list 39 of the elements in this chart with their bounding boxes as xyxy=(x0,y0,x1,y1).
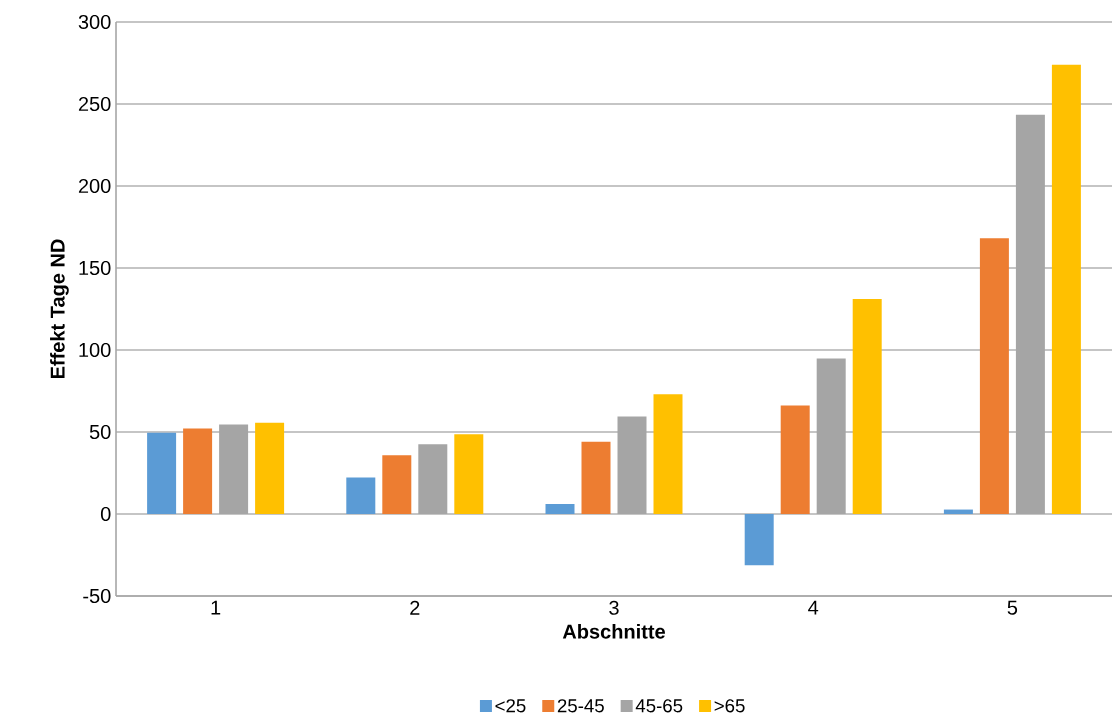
y-axis-title: Effekt Tage ND xyxy=(50,239,69,379)
bar xyxy=(744,513,774,566)
x-tick-label: 3 xyxy=(609,600,619,615)
bar xyxy=(1015,114,1045,514)
bar xyxy=(653,394,683,514)
bar xyxy=(346,477,376,514)
y-tick-label: -50 xyxy=(83,588,111,604)
bar xyxy=(979,238,1009,514)
y-tick-label: 300 xyxy=(78,14,111,30)
bar xyxy=(255,422,285,514)
legend-label: 25-45 xyxy=(557,699,604,713)
bar xyxy=(780,405,810,514)
bar xyxy=(382,455,412,514)
bar xyxy=(183,428,213,514)
x-tick-label: 1 xyxy=(211,600,221,615)
bar xyxy=(581,441,611,514)
bar xyxy=(816,358,846,514)
y-tick-label: 200 xyxy=(78,178,111,194)
bar xyxy=(943,509,973,514)
y-tick-label: 250 xyxy=(78,96,111,112)
legend-label: 45-65 xyxy=(635,699,683,713)
x-tick-label: 2 xyxy=(410,600,420,615)
x-tick-label: 4 xyxy=(808,600,819,615)
bar xyxy=(454,434,484,514)
y-tick-label: 150 xyxy=(79,260,111,276)
y-tick-label: 0 xyxy=(100,506,111,522)
legend-label: <25 xyxy=(495,699,526,713)
bar xyxy=(617,416,647,514)
bar xyxy=(852,298,882,514)
bar xyxy=(147,432,177,514)
y-tick-label: 100 xyxy=(79,342,111,358)
legend-label: >65 xyxy=(714,699,745,713)
x-axis-title: Abschnitte xyxy=(562,624,665,639)
bar xyxy=(219,424,249,514)
y-tick-label: 50 xyxy=(89,424,111,440)
bar xyxy=(1051,64,1081,514)
bar xyxy=(545,503,575,514)
x-tick-label: 5 xyxy=(1007,600,1018,615)
bar xyxy=(418,444,448,514)
